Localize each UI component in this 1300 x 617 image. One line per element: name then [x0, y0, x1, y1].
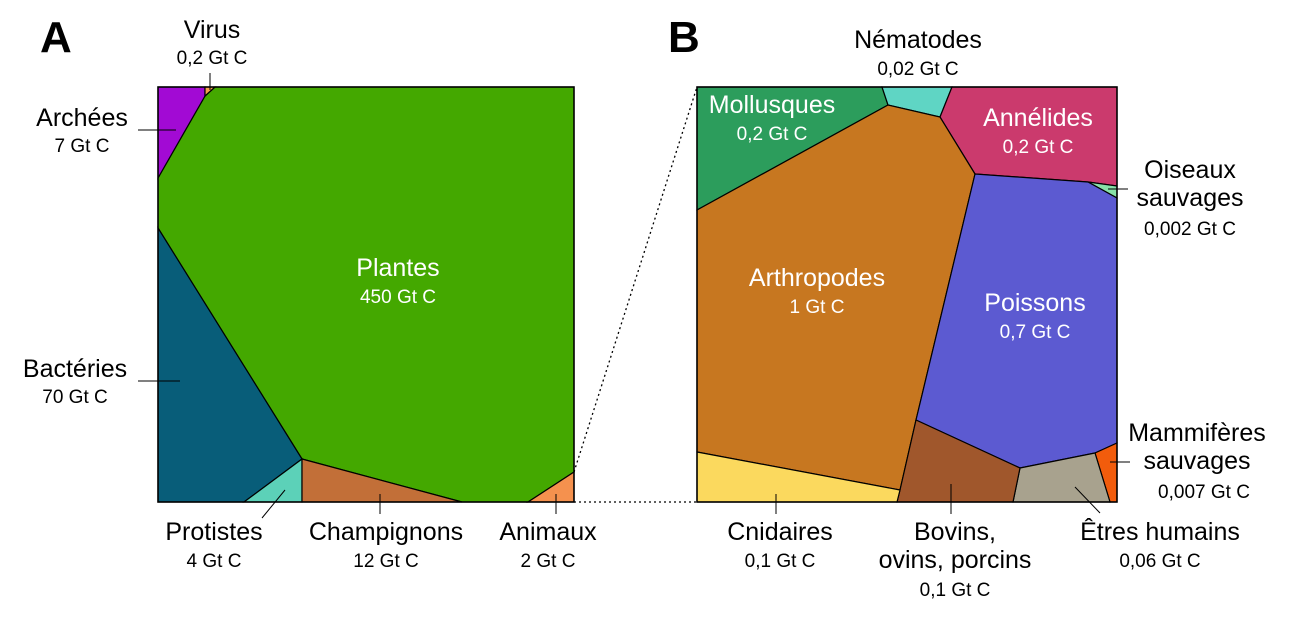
- label-archees-value: 7 Gt C: [55, 136, 110, 157]
- label-humains-name: Êtres humains: [1080, 517, 1240, 546]
- label-champignons-value: 12 Gt C: [353, 551, 418, 572]
- panel-a-letter: A: [40, 13, 72, 62]
- label-protistes-value: 4 Gt C: [187, 551, 242, 572]
- zoom-line-top: [573, 86, 698, 473]
- label-virus-value: 0,2 Gt C: [177, 48, 248, 69]
- label-arthropodes-name: Arthropodes: [749, 264, 885, 292]
- label-virus-name: Virus: [184, 16, 241, 44]
- label-animaux-value: 2 Gt C: [521, 551, 576, 572]
- label-oiseaux-name-1: Oiseaux: [1144, 156, 1236, 184]
- label-bovins-name-1: Bovins,: [914, 518, 996, 546]
- label-poissons-name: Poissons: [984, 289, 1085, 317]
- label-champignons-name: Champignons: [309, 518, 463, 546]
- panel-b-cells: [696, 86, 1118, 503]
- label-cnidaires-name: Cnidaires: [727, 518, 833, 546]
- label-bacteries-value: 70 Gt C: [42, 387, 107, 408]
- label-oiseaux-name-2: sauvages: [1136, 184, 1243, 212]
- panel-b-letter: B: [668, 13, 700, 62]
- label-mammiferes-name-1: Mammifères: [1128, 419, 1266, 447]
- leader-humains: [1074, 486, 1101, 514]
- label-nematodes-name: Nématodes: [854, 26, 982, 54]
- label-bovins-name-2: ovins, porcins: [879, 546, 1032, 574]
- label-annelides-name: Annélides: [983, 104, 1093, 132]
- label-bovins-value: 0,1 Gt C: [920, 580, 991, 601]
- panel-a-frame: [157, 86, 575, 503]
- label-cnidaires-value: 0,1 Gt C: [745, 551, 816, 572]
- label-plantes-value: 450 Gt C: [360, 287, 436, 308]
- label-mollusques-name: Mollusques: [709, 91, 835, 119]
- label-protistes-name: Protistes: [165, 518, 262, 546]
- label-mollusques-value: 0,2 Gt C: [737, 124, 808, 145]
- panel-b-frame: [696, 86, 1118, 503]
- label-mammiferes-value: 0,007 Gt C: [1158, 482, 1250, 503]
- label-animaux-name: Animaux: [499, 518, 597, 546]
- label-mammiferes-name-2: sauvages: [1143, 447, 1250, 475]
- label-nematodes-value: 0,02 Gt C: [877, 59, 958, 80]
- label-annelides-value: 0,2 Gt C: [1003, 137, 1074, 158]
- label-oiseaux-value: 0,002 Gt C: [1144, 219, 1236, 240]
- label-bacteries-name: Bactéries: [23, 355, 127, 383]
- panel-a-cells: [157, 86, 575, 503]
- leader-protistes: [261, 489, 286, 519]
- label-plantes-name: Plantes: [356, 254, 439, 282]
- label-arthropodes-value: 1 Gt C: [790, 297, 845, 318]
- label-archees-name: Archées: [36, 104, 128, 132]
- label-poissons-value: 0,7 Gt C: [1000, 322, 1071, 343]
- label-humains-value: 0,06 Gt C: [1119, 551, 1200, 572]
